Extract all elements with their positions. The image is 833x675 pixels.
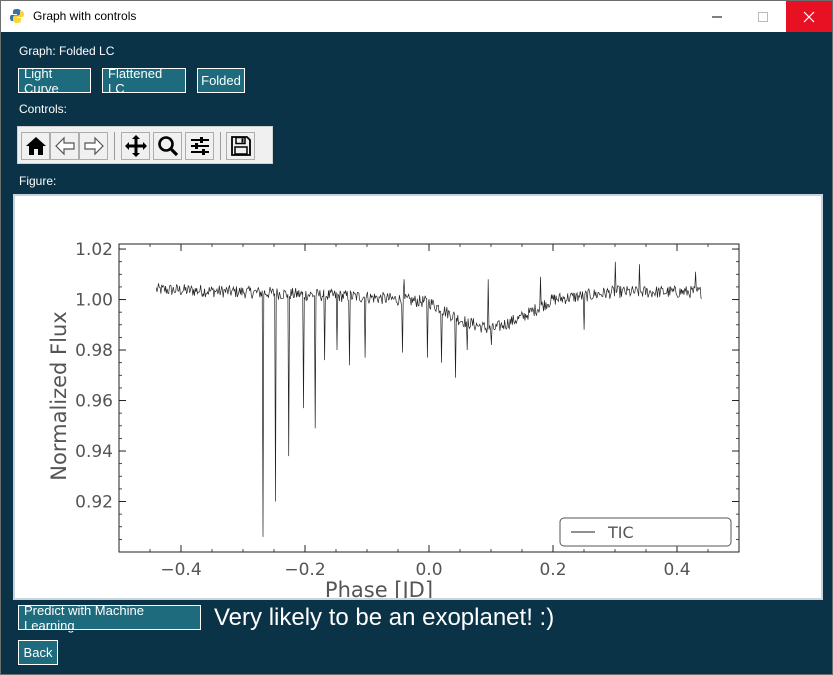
save-icon <box>230 135 252 157</box>
y-tick-label: 0.98 <box>75 341 113 361</box>
figure-canvas[interactable]: −0.4 −0.2 0.0 0.2 0.4 0.92 0.94 0.96 0.98 1.00 1.0… <box>13 194 823 600</box>
figure-label: Figure: <box>19 174 56 188</box>
x-axis-label: Phase [JD] <box>325 578 433 598</box>
maximize-button[interactable] <box>740 1 786 32</box>
graph-label: Graph: Folded LC <box>19 44 114 58</box>
y-tick-label: 1.00 <box>75 291 113 311</box>
back-arrow-icon <box>54 135 76 157</box>
tab-folded[interactable]: Folded <box>197 68 245 93</box>
y-axis-label: Normalized Flux <box>47 311 71 480</box>
y-tick-label: 0.96 <box>75 392 113 412</box>
y-tick-label: 1.02 <box>75 240 113 260</box>
x-tick-label: −0.4 <box>160 560 201 580</box>
pan-button[interactable] <box>121 132 150 160</box>
home-icon <box>25 135 47 157</box>
subplots-icon <box>189 135 211 157</box>
zoom-button[interactable] <box>153 132 182 160</box>
minimize-icon <box>711 11 723 23</box>
forward-arrow-icon <box>83 135 105 157</box>
legend-label: TIC <box>607 523 634 542</box>
light-curve-chart: −0.4 −0.2 0.0 0.2 0.4 0.92 0.94 0.96 0.98 1.00 1.0… <box>15 196 821 598</box>
window-title: Graph with controls <box>33 9 136 23</box>
save-button[interactable] <box>226 132 255 160</box>
series-line-tic <box>156 262 702 537</box>
prediction-result: Very likely to be an exoplanet! :) <box>214 604 554 632</box>
back-nav-button[interactable]: Back <box>18 640 58 665</box>
subplots-button[interactable] <box>185 132 214 160</box>
y-tick-label: 0.94 <box>75 442 113 462</box>
back-button[interactable] <box>50 132 79 160</box>
predict-button[interactable]: Predict with Machine Learning <box>18 605 201 630</box>
x-tick-label: 0.4 <box>663 560 690 580</box>
x-tick-label: 0.2 <box>539 560 566 580</box>
plot-toolbar <box>17 126 273 164</box>
controls-label: Controls: <box>19 102 67 116</box>
title-bar: Graph with controls <box>1 1 832 32</box>
close-icon <box>803 11 815 23</box>
toolbar-separator <box>114 132 115 160</box>
tab-light-curve[interactable]: Light Curve <box>18 68 91 93</box>
forward-button[interactable] <box>79 132 108 160</box>
maximize-icon <box>757 11 769 23</box>
pan-icon <box>124 134 148 158</box>
zoom-icon <box>157 135 179 157</box>
y-tick-label: 0.92 <box>75 493 113 513</box>
minimize-button[interactable] <box>694 1 740 32</box>
toolbar-separator <box>220 132 221 160</box>
x-tick-label: 0.0 <box>415 560 442 580</box>
x-tick-label: −0.2 <box>284 560 325 580</box>
close-button[interactable] <box>786 1 832 32</box>
python-icon <box>9 8 25 24</box>
home-button[interactable] <box>21 132 50 160</box>
tab-flattened-lc[interactable]: Flattened LC <box>102 68 186 93</box>
